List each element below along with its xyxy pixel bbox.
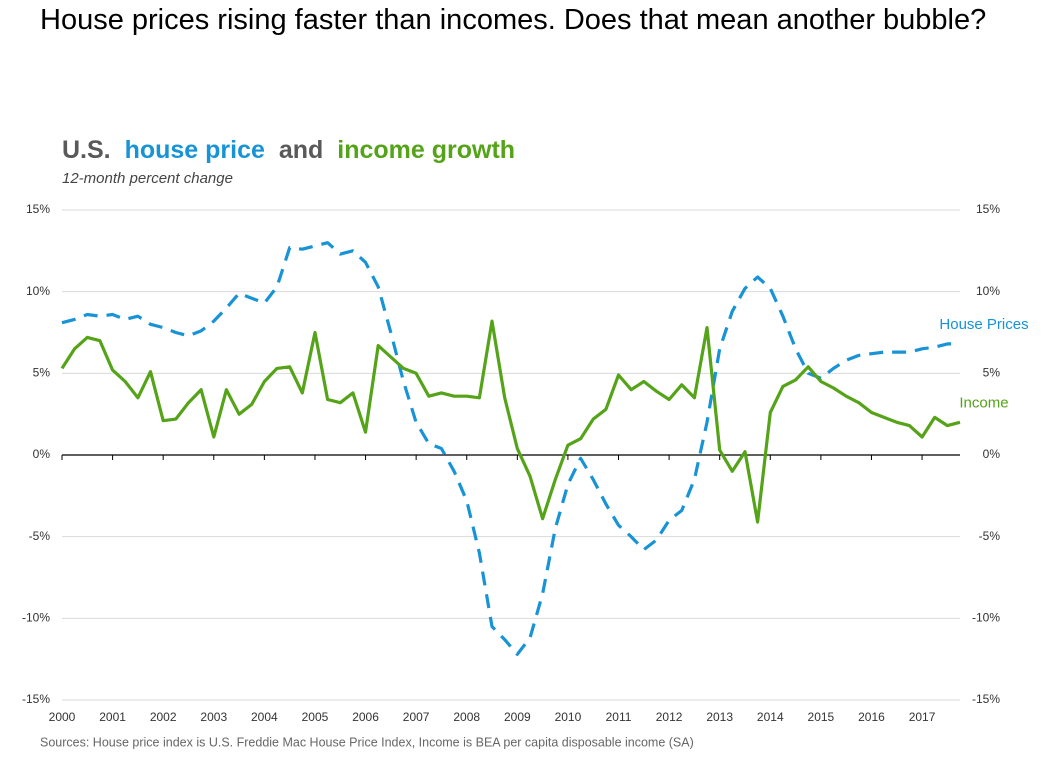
x-tick-label: 2007: [403, 710, 430, 724]
y2-tick-label: 10%: [976, 284, 1000, 298]
x-tick-label: 2010: [555, 710, 582, 724]
y2-tick-label: -15%: [972, 692, 1000, 706]
x-tick-label: 2015: [808, 710, 835, 724]
x-tick-label: 2005: [302, 710, 329, 724]
title-part: income growth: [337, 136, 515, 164]
x-tick-label: 2002: [150, 710, 177, 724]
headline: House prices rising faster than incomes.…: [40, 4, 987, 36]
series-line: [60, 319, 961, 524]
series-label: House Prices: [939, 316, 1028, 333]
y2-tick-label: 5%: [983, 366, 1001, 380]
y2-tick-label: -10%: [972, 611, 1000, 625]
series-line: [61, 241, 960, 656]
y2-tick-label: 0%: [983, 447, 1001, 461]
title-part: house price: [125, 136, 265, 164]
x-tick-label: 2004: [251, 710, 278, 724]
y-tick-label: -15%: [22, 692, 50, 706]
x-tick-label: 2001: [99, 710, 126, 724]
title-part: and: [279, 136, 323, 164]
chart-subtitle: 12-month percent change: [62, 170, 233, 187]
y2-tick-label: -5%: [979, 529, 1001, 543]
y-tick-label: -5%: [29, 529, 51, 543]
y-tick-label: 10%: [26, 284, 50, 298]
x-tick-label: 2012: [656, 710, 683, 724]
y-tick-label: 0%: [33, 447, 51, 461]
x-tick-label: 2017: [909, 710, 936, 724]
x-tick-label: 2006: [352, 710, 379, 724]
chart-title: U.S. house price and income growth: [62, 136, 515, 164]
x-tick-label: 2008: [453, 710, 480, 724]
x-tick-label: 2000: [49, 710, 76, 724]
series-label: Income: [959, 394, 1008, 411]
x-tick-label: 2011: [606, 710, 632, 724]
y-tick-label: -10%: [22, 611, 50, 625]
x-tick-label: 2013: [706, 710, 733, 724]
y2-tick-label: 15%: [976, 202, 1000, 216]
y-tick-label: 5%: [33, 366, 51, 380]
x-tick-label: 2016: [858, 710, 885, 724]
y-tick-label: 15%: [26, 202, 50, 216]
x-tick-label: 2003: [200, 710, 227, 724]
x-tick-label: 2014: [757, 710, 784, 724]
title-part: U.S.: [62, 136, 111, 164]
source-note: Sources: House price index is U.S. Fredd…: [40, 735, 694, 749]
x-tick-label: 2009: [504, 710, 531, 724]
